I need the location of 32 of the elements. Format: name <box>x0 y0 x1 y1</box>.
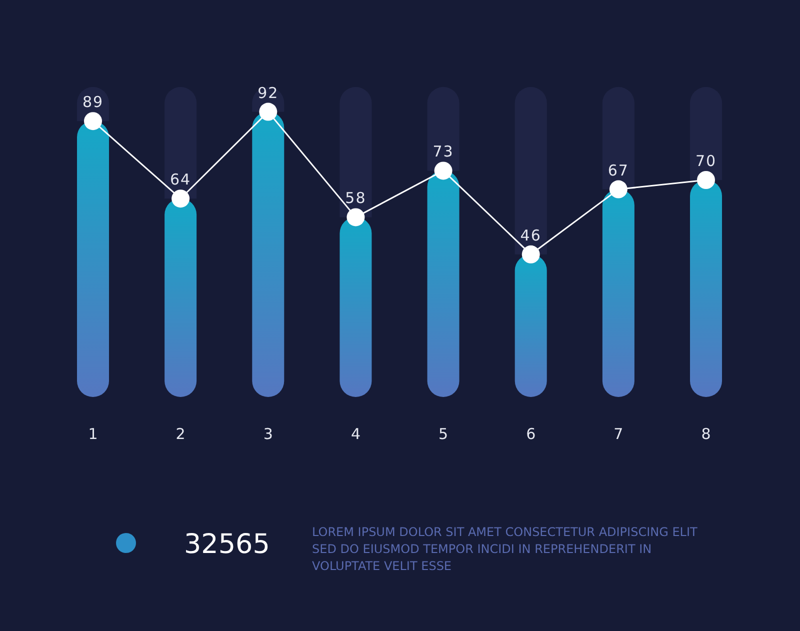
point <box>434 162 452 180</box>
x-tick-label: 7 <box>614 425 624 443</box>
x-tick-label: 8 <box>701 425 711 443</box>
text: LOREM IPSUM DOLOR SIT AMET CONSECTETUR ADIPISCING ELIT SED DO EIUSMOD TEMPOR INCIDI IN REPREHENDERIT IN VOLUPTATE VELIT ESSE <box>312 524 698 575</box>
data-label: 58 <box>345 189 366 208</box>
x-tick-label: 5 <box>438 425 448 443</box>
point <box>84 112 102 130</box>
data-label: 73 <box>432 142 454 161</box>
x-tick-label: 1 <box>88 425 98 443</box>
point <box>522 245 540 264</box>
point <box>259 102 278 121</box>
point <box>172 190 190 208</box>
bar <box>340 87 372 218</box>
data-label: 89 <box>82 93 104 112</box>
data-label: 70 <box>695 152 717 170</box>
point <box>609 180 628 198</box>
x-tick-label: 2 <box>176 425 186 443</box>
bar <box>602 87 634 190</box>
bar <box>164 87 197 199</box>
point <box>346 208 365 226</box>
data-label: 46 <box>520 226 542 244</box>
data-label: 92 <box>258 84 279 102</box>
text: 32565 <box>184 529 270 560</box>
x-tick-label: 6 <box>526 425 536 443</box>
point <box>697 171 715 189</box>
x-tick-label: 3 <box>263 425 273 443</box>
x-tick-label: 4 <box>350 425 360 443</box>
bar <box>690 87 722 180</box>
data-label: 67 <box>608 161 629 180</box>
data-label: 64 <box>170 170 192 189</box>
bar <box>514 87 547 254</box>
bar <box>427 87 460 171</box>
